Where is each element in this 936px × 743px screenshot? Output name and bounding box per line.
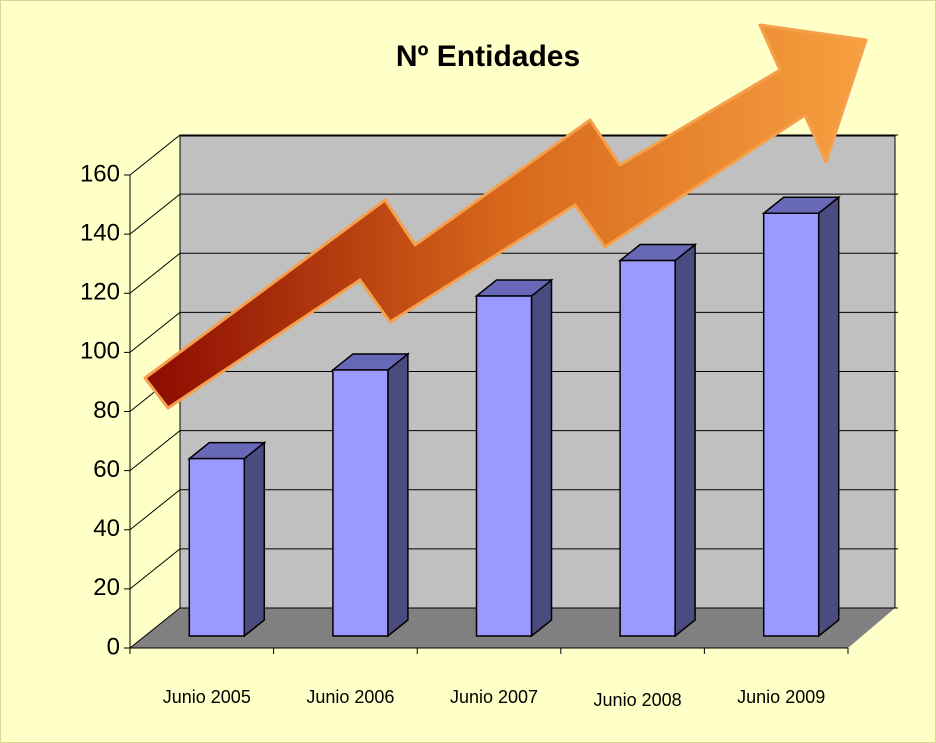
bar-side	[819, 197, 839, 636]
chart-title: Nº Entidades	[396, 40, 580, 73]
y-tick-label: 20	[93, 574, 120, 601]
bar-side	[244, 443, 264, 636]
y-tick-label: 0	[107, 633, 120, 660]
chart: Nº Entidades 0 20 40 60 80 100 120 140 160 Junio …	[0, 0, 936, 743]
bar-front	[477, 296, 532, 636]
bar-front	[333, 370, 388, 636]
bar	[189, 443, 264, 636]
y-tick-label: 100	[80, 338, 120, 365]
y-tick-label: 160	[80, 160, 120, 187]
y-tick-label: 80	[93, 397, 120, 424]
y-tick-label: 140	[80, 219, 120, 246]
bar	[620, 245, 695, 636]
y-tick-label: 60	[93, 456, 120, 483]
y-tick-label: 120	[80, 279, 120, 306]
bar-side	[532, 280, 552, 636]
bar	[764, 197, 839, 636]
bar-front	[189, 459, 244, 636]
x-tick-label: Junio 2005	[163, 687, 251, 707]
x-tick-label: Junio 2008	[594, 690, 682, 710]
bar	[333, 354, 408, 636]
bar	[477, 280, 552, 636]
y-tick-label: 40	[93, 515, 120, 542]
x-tick-label: Junio 2009	[737, 687, 825, 707]
bar-front	[620, 261, 675, 636]
x-tick-label: Junio 2007	[450, 687, 538, 707]
x-tick-label: Junio 2006	[306, 687, 394, 707]
bar-front	[764, 213, 819, 636]
bar-side	[675, 245, 695, 636]
bar-side	[388, 354, 408, 636]
